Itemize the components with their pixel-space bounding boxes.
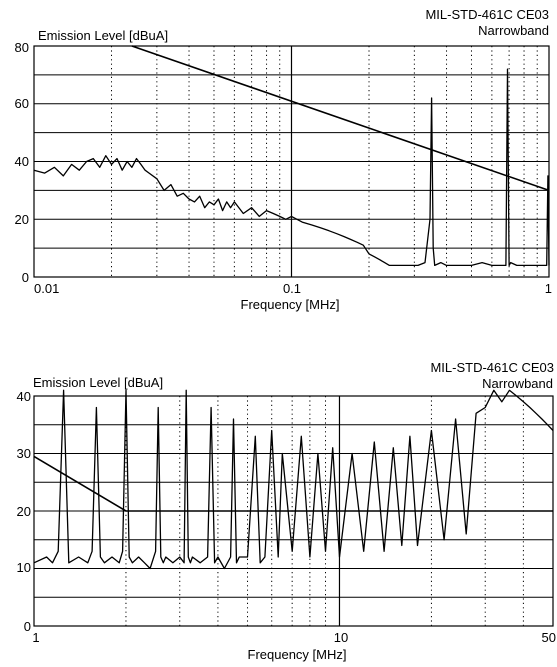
chart-bottom-title: MIL-STD-461C CE03 <box>430 360 554 375</box>
chart-top-limit-line <box>131 45 550 192</box>
chart-top: MIL-STD-461C CE03 Narrowband Emission Le… <box>15 7 552 312</box>
chart-bottom-xtick-label: 1 <box>32 630 39 645</box>
chart-top-plot-frame <box>33 45 550 278</box>
chart-bottom-ytick-label: 0 <box>24 619 31 634</box>
chart-bottom-measured-line <box>33 389 554 570</box>
chart-bottom-xlabel: Frequency [MHz] <box>248 647 347 662</box>
chart-bottom-xtick-label: 10 <box>334 630 348 645</box>
chart-bottom-measured-series <box>33 389 554 570</box>
chart-bottom-ytick-label: 40 <box>17 389 31 404</box>
chart-top-xtick-label: 0.01 <box>34 281 59 296</box>
chart-bottom-ylabel: Emission Level [dBuA] <box>33 375 163 390</box>
chart-top-ytick-label: 60 <box>15 96 29 111</box>
chart-top-xtick-label: 1 <box>545 281 552 296</box>
chart-bottom-limit-line <box>33 455 553 512</box>
chart-bottom-subtitle: Narrowband <box>482 376 553 391</box>
chart-top-ylabel: Emission Level [dBuA] <box>38 28 168 43</box>
chart-bottom-ytick-label: 20 <box>17 504 31 519</box>
chart-top-ytick-label: 20 <box>15 212 29 227</box>
chart-bottom-limit-series <box>33 455 553 512</box>
chart-top-measured-series <box>33 68 550 267</box>
chart-bottom-xtick-label: 50 <box>542 630 556 645</box>
chart-bottom-ytick-label: 30 <box>17 446 31 461</box>
chart-top-limit-series <box>131 45 550 192</box>
chart-top-measured-line <box>33 68 550 267</box>
chart-top-xlabel: Frequency [MHz] <box>241 297 340 312</box>
chart-top-major-grid <box>34 46 549 277</box>
chart-top-title: MIL-STD-461C CE03 <box>425 7 549 22</box>
chart-top-xtick-label: 0.1 <box>283 281 301 296</box>
chart-top-ytick-label: 40 <box>15 154 29 169</box>
chart-top-ytick-label: 0 <box>22 270 29 285</box>
chart-bottom: MIL-STD-461C CE03 Narrowband Emission Le… <box>17 360 556 662</box>
chart-top-ytick-label: 80 <box>15 40 29 55</box>
chart-bottom-ytick-label: 10 <box>17 560 31 575</box>
chart-top-subtitle: Narrowband <box>478 23 549 38</box>
chart-bottom-plot-frame <box>33 395 554 627</box>
